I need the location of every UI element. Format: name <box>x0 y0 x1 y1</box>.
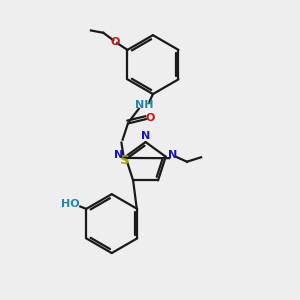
Text: N: N <box>141 131 150 141</box>
Text: N: N <box>168 150 177 160</box>
Text: N: N <box>114 150 124 160</box>
Text: NH: NH <box>135 100 153 110</box>
Text: O: O <box>111 37 120 46</box>
Text: S: S <box>120 154 129 167</box>
Text: HO: HO <box>61 199 80 209</box>
Text: O: O <box>146 113 155 124</box>
